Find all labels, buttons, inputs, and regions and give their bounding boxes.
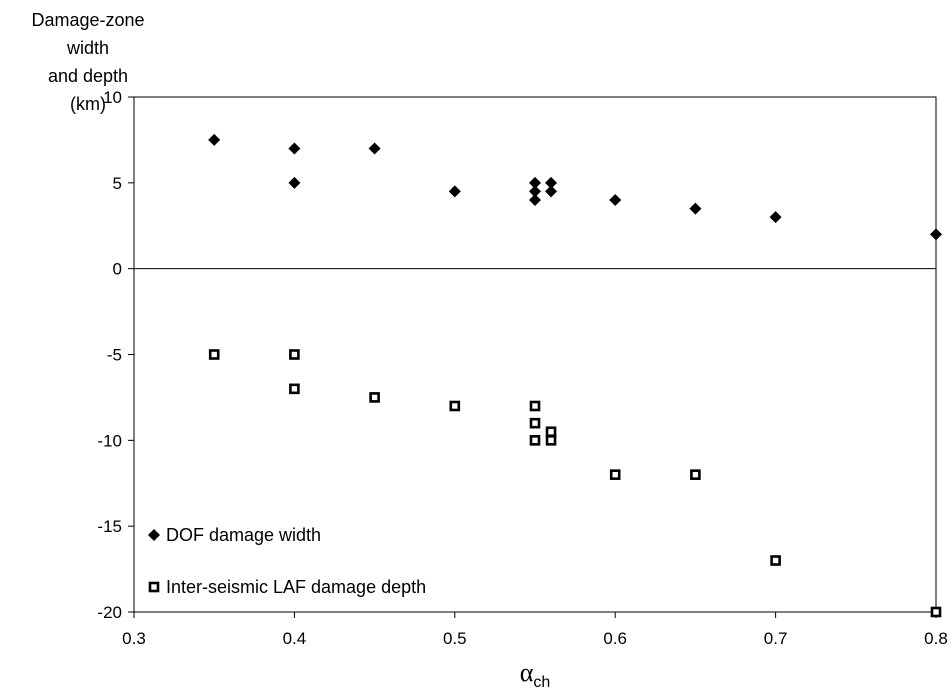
- y-tick-label: 5: [113, 174, 122, 193]
- x-axis-label: αch: [520, 658, 551, 688]
- x-tick-label: 0.8: [924, 629, 948, 648]
- dof-width-point: [545, 176, 558, 189]
- y-axis-ticks: 10 5 0 -5 -10 -15 -20: [97, 88, 134, 622]
- x-tick-label: 0.4: [283, 629, 307, 648]
- laf-depth-point: [770, 555, 781, 566]
- dof-width-point: [545, 185, 558, 198]
- laf-depth-point: [545, 426, 557, 438]
- laf-depth-point: [529, 435, 541, 446]
- laf-depth-point: [529, 417, 541, 429]
- dof-width-point: [930, 228, 942, 241]
- y-tick-label: -10: [97, 431, 122, 450]
- y-tick-label: 0: [113, 260, 122, 279]
- legend-label: Inter-seismic LAF damage depth: [166, 577, 426, 597]
- dof-width-point: [208, 133, 221, 146]
- laf-depth-point: [545, 435, 557, 446]
- laf-depth-point: [609, 469, 621, 480]
- x-tick-label: 0.7: [764, 629, 788, 648]
- laf-depth-point: [449, 400, 461, 412]
- y-axis-label-line-3: (km): [70, 94, 106, 114]
- legend-marker-laf: [148, 581, 160, 593]
- x-tick-label: 0.3: [122, 629, 146, 648]
- dof-width-point: [288, 142, 301, 155]
- y-axis-label-line-2: and depth: [47, 66, 129, 86]
- y-tick-label: -5: [107, 346, 122, 365]
- legend-marker-dof: [148, 529, 160, 541]
- x-axis-label-subscript: ch: [533, 674, 550, 688]
- dof-width-point: [769, 211, 782, 224]
- laf-depth-point: [690, 469, 701, 480]
- laf-depth-point: [289, 349, 300, 360]
- dof-width-point: [529, 176, 541, 189]
- x-axis-label-symbol: α: [520, 658, 534, 687]
- dof-width-point: [529, 194, 541, 206]
- dof-width-point: [689, 202, 702, 215]
- dof-width-point: [448, 185, 461, 198]
- x-tick-label: 0.5: [443, 629, 467, 648]
- y-axis-label: Damage-zone width and depth (km): [8, 6, 168, 118]
- legend: DOF damage width Inter-seismic LAF damage…: [148, 525, 426, 597]
- y-tick-label: -20: [97, 603, 122, 622]
- laf-depth-point: [208, 349, 220, 360]
- legend-label: DOF damage width: [166, 525, 321, 545]
- laf-depth-point: [289, 383, 300, 395]
- dof-width-point: [368, 142, 381, 155]
- dof-width-point: [609, 194, 622, 206]
- x-tick-label: 0.6: [603, 629, 627, 648]
- data-points: [208, 133, 942, 618]
- x-axis-ticks: 0.3 0.4 0.5 0.6 0.7 0.8: [122, 612, 948, 648]
- laf-depth-point: [930, 606, 942, 618]
- laf-depth-point: [369, 392, 380, 403]
- dof-width-point: [288, 176, 301, 189]
- y-tick-label: -15: [97, 517, 122, 536]
- laf-depth-point: [529, 400, 541, 412]
- dof-width-point: [529, 185, 541, 198]
- y-tick-label: 10: [103, 88, 122, 107]
- y-axis-label-line-1: Damage-zone width: [31, 10, 145, 58]
